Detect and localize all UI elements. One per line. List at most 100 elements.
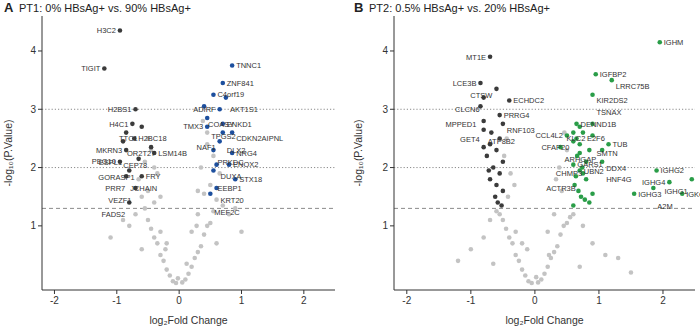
gene-labels: H3C2TIGITH2BS1H4C1TTC1MKRN3H2BC18OR2T27C… (81, 26, 283, 219)
point (486, 168, 491, 173)
point (481, 127, 486, 132)
gene-label: EEBP1 (217, 184, 241, 193)
point (497, 113, 502, 118)
gene-label: ATP8B2 (488, 137, 515, 146)
point (102, 66, 107, 71)
reference-line (394, 109, 695, 110)
point (158, 253, 163, 258)
point (208, 183, 213, 188)
gene-label: ADIRF (193, 105, 216, 114)
panel-label: A (4, 0, 14, 15)
point (230, 63, 235, 68)
point (590, 241, 595, 246)
y-axis-label: -log₁₀(P.Value) (2, 119, 14, 186)
x-axis-line (42, 290, 335, 291)
point (491, 165, 496, 170)
point (108, 235, 113, 240)
point (497, 171, 502, 176)
point (552, 212, 557, 217)
title: PT2: 0.5% HBsAg+ vs. 20% HBsAg+ (369, 2, 550, 14)
point (558, 232, 563, 237)
point (545, 229, 550, 234)
x-tick-label: -1 (466, 295, 475, 306)
gene-label: MKRN3 (96, 146, 122, 155)
y-tick (38, 109, 42, 110)
point (632, 192, 637, 197)
point (523, 273, 528, 278)
point (499, 203, 504, 208)
gene-label: CHMP3 (556, 169, 582, 178)
x-tick-label: 0 (176, 295, 182, 306)
point (202, 192, 207, 197)
x-tick (179, 290, 180, 294)
x-tick-label: 1 (596, 295, 602, 306)
y-tick (390, 50, 394, 51)
gene-label: E2F6 (587, 134, 605, 143)
point (529, 281, 534, 286)
gene-label: IGHM (664, 38, 684, 47)
gene-label: DENND1B (581, 120, 617, 129)
gene-label: CCL4L2 (535, 131, 563, 140)
point (481, 145, 486, 150)
y-tick (38, 50, 42, 51)
point (577, 264, 582, 269)
x-tick (54, 290, 55, 294)
gene-label: IGHG1 (664, 187, 687, 196)
point (629, 270, 634, 275)
point (217, 107, 222, 112)
point (587, 200, 592, 205)
gene-label: GORASP1 (98, 173, 134, 182)
point (478, 81, 483, 86)
point (205, 130, 210, 135)
point (161, 259, 166, 264)
gene-label: H4C1 (109, 120, 128, 129)
point (139, 124, 144, 129)
point (501, 122, 506, 127)
point (654, 168, 659, 173)
gene-label: ENKD1 (227, 120, 252, 129)
gene-label: LRRC75B (616, 82, 650, 91)
point (456, 259, 461, 264)
y-tick-label: 2 (382, 162, 388, 173)
point (481, 119, 486, 124)
point (494, 183, 499, 188)
gene-label: TTC1 (119, 134, 138, 143)
point (517, 259, 522, 264)
point (189, 264, 194, 269)
point (489, 130, 494, 135)
point (504, 226, 509, 231)
point (603, 253, 608, 258)
point (493, 194, 498, 199)
point (139, 194, 144, 199)
point (552, 250, 557, 255)
point (220, 81, 225, 86)
x-tick (662, 290, 663, 294)
point (555, 244, 560, 249)
panel: BPT2: 0.5% HBsAg+ vs. 20% HBsAg+1234-2-1… (352, 0, 700, 326)
reference-line (42, 109, 335, 110)
point (583, 197, 588, 202)
panel: APT1: 0% HBsAg+ vs. 90% HBsAg+1234-2-101… (2, 0, 335, 326)
y-tick (390, 109, 394, 110)
gene-label: NRG4 (236, 149, 257, 158)
x-tick-label: 2 (660, 295, 666, 306)
y-tick (390, 225, 394, 226)
gene-label: KRT20 (221, 196, 244, 205)
gene-label: FRY (146, 172, 161, 181)
point (211, 154, 216, 159)
point (488, 218, 493, 223)
point (501, 159, 506, 164)
gene-label: HNF4G (606, 175, 632, 184)
point (657, 40, 662, 45)
point (520, 241, 525, 246)
point (606, 142, 611, 147)
gene-label: OR2T27 (127, 149, 155, 158)
point (146, 218, 151, 223)
point (152, 165, 157, 170)
gene-label: TMX3 (183, 122, 203, 131)
point (510, 241, 515, 246)
y-axis-label: -log₁₀(P.Value) (352, 119, 364, 186)
reference-line (394, 208, 695, 209)
point (139, 247, 144, 252)
point (196, 212, 201, 217)
